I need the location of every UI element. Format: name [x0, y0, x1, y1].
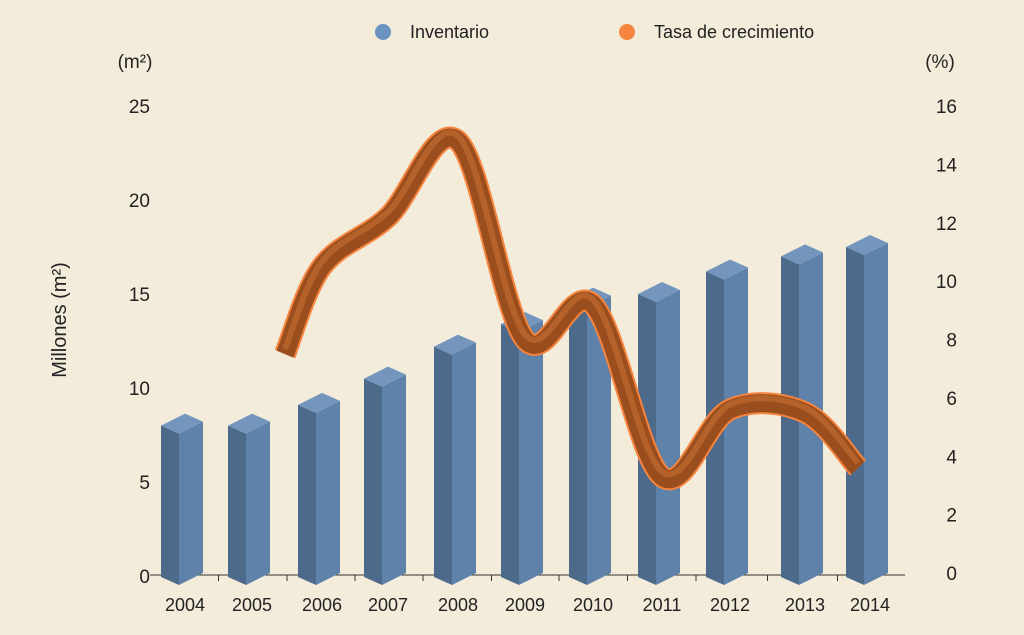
x-tick-label: 2005: [232, 595, 272, 615]
bar-left-face: [781, 256, 799, 585]
bar-right-face: [452, 342, 476, 585]
x-tick-label: 2011: [643, 595, 682, 615]
left-tick-label: 5: [139, 473, 150, 494]
bar-right-face: [864, 243, 888, 585]
growth-line: [274, 126, 867, 491]
x-tick-label: 2008: [438, 595, 478, 615]
left-tick-label: 0: [139, 567, 150, 588]
bar-top-face: [846, 235, 888, 255]
x-axis-ticks: 2004 2005 2006 2007 2008 2009 2010 2011 2012 2013…: [165, 575, 890, 615]
bar-2010: [569, 287, 611, 585]
right-tick-label: 14: [936, 155, 958, 176]
legend: Inventario Tasa de crecimiento: [375, 22, 814, 42]
bar-top-face: [298, 392, 340, 413]
x-tick-label: 2007: [368, 595, 408, 615]
bar-right-face: [724, 267, 748, 585]
bar-left-face: [364, 378, 382, 585]
bar-2007: [364, 366, 406, 585]
bar-top-face: [228, 413, 270, 434]
bar-left-face: [846, 247, 864, 585]
legend-marker-inventario: [375, 24, 391, 40]
x-tick-label: 2009: [505, 595, 545, 615]
bar-2014: [846, 235, 888, 585]
right-tick-label: 16: [936, 97, 957, 118]
legend-label-inventario: Inventario: [410, 22, 489, 42]
left-axis-ticks: 0 5 10 15 20 25: [129, 97, 150, 588]
right-tick-label: 0: [946, 564, 957, 585]
x-tick-label: 2006: [302, 595, 342, 615]
bar-right-face: [179, 421, 203, 585]
bar-left-face: [501, 324, 519, 585]
bar-top-face: [781, 244, 823, 265]
bar-left-face: [161, 425, 179, 585]
bar-left-face: [434, 346, 452, 585]
bar-right-face: [519, 320, 543, 585]
bar-2005: [228, 413, 270, 585]
bar-right-face: [587, 295, 611, 585]
right-tick-label: 6: [946, 389, 957, 410]
legend-label-tasa: Tasa de crecimiento: [654, 22, 814, 42]
x-tick-label: 2004: [165, 595, 205, 615]
left-axis-unit: (m²): [118, 52, 153, 73]
x-tick-label: 2014: [850, 595, 890, 615]
bar-right-face: [316, 400, 340, 585]
bar-2008: [434, 334, 476, 585]
bar-right-face: [246, 421, 270, 585]
bar-2011: [638, 282, 680, 585]
bar-2004: [161, 413, 203, 585]
bar-2009: [501, 312, 543, 585]
right-tick-label: 2: [946, 506, 957, 527]
bar-top-face: [434, 334, 476, 355]
growth-ribbon-highlight: [282, 129, 861, 478]
left-axis-label: Millones (m²): [49, 262, 71, 378]
bar-top-face: [638, 282, 680, 302]
bar-right-face: [382, 374, 406, 585]
x-tick-label: 2010: [573, 595, 613, 615]
right-tick-label: 8: [946, 331, 957, 352]
bar-left-face: [228, 425, 246, 585]
bar-left-face: [569, 299, 587, 585]
legend-marker-tasa: [619, 24, 635, 40]
right-axis-ticks: 0 2 4 6 8 10 12 14 16: [936, 97, 958, 585]
bar-top-face: [706, 259, 748, 280]
left-tick-label: 15: [129, 285, 150, 306]
right-axis-unit: (%): [925, 52, 955, 73]
x-tick-label: 2013: [785, 595, 825, 615]
right-tick-label: 12: [936, 214, 957, 235]
left-tick-label: 10: [129, 379, 150, 400]
bar-left-face: [298, 404, 316, 585]
left-tick-label: 25: [129, 97, 150, 118]
growth-ribbon: [276, 128, 865, 489]
bars: [161, 235, 888, 585]
x-tick-label: 2012: [710, 595, 750, 615]
right-tick-label: 10: [936, 272, 957, 293]
bar-top-face: [161, 413, 203, 434]
bar-top-face: [364, 366, 406, 387]
bar-right-face: [656, 290, 680, 585]
left-tick-label: 20: [129, 191, 150, 212]
right-tick-label: 4: [946, 447, 957, 468]
bar-2006: [298, 392, 340, 585]
